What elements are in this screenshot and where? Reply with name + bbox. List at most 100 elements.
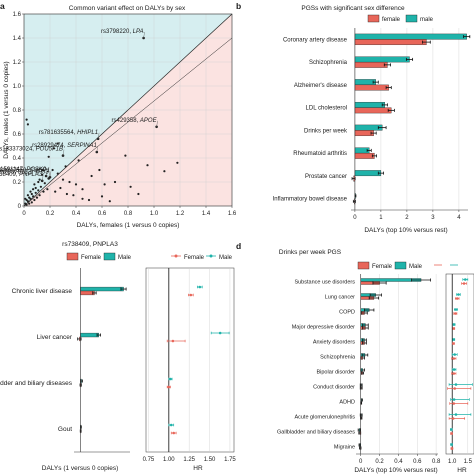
category-label: COPD (339, 310, 355, 316)
category-label: Alzheimer's disease (294, 83, 348, 89)
a-y-tick-label: 0.2 (13, 180, 22, 186)
c-hr-legend-label-male: Male (219, 255, 233, 261)
hr-point-female (452, 342, 455, 345)
variant-label-leader (143, 31, 145, 39)
variant-label-leader (48, 172, 50, 179)
data-point (163, 170, 166, 173)
data-point (30, 192, 33, 196)
c-hr-legend-dot-male (209, 254, 213, 258)
x-tick-label: 0 (353, 215, 357, 221)
x-tick-label: 0.6 (413, 459, 422, 465)
hr-frame (145, 267, 235, 453)
hr-point-male (454, 413, 458, 416)
category-label: Acute glomerulonephritis (294, 415, 355, 421)
a-y-tick-label: 0.6 (13, 132, 22, 138)
data-point (38, 178, 41, 181)
hr-point-male (450, 443, 453, 446)
data-point (81, 197, 84, 200)
hr-point-female (167, 385, 171, 389)
data-point (25, 118, 28, 121)
hr-point-female (453, 387, 457, 390)
bar-male (80, 332, 99, 338)
data-point (29, 190, 32, 193)
data-point (103, 183, 106, 186)
panel-c-hr-forest: 0.75 1.00 1.25 1.50 1.75 (143, 267, 236, 463)
hr-point-male (452, 338, 456, 341)
panel-a-title: Common variant effect on DALYs by sex (69, 5, 186, 12)
hr-point-female (455, 297, 459, 300)
bar-male (354, 101, 385, 108)
data-point (65, 192, 68, 196)
hr-tick-label: 1.50 (204, 457, 216, 463)
variant-label-leader (42, 174, 44, 181)
hr-point-male (169, 377, 172, 381)
a-x-tick-label: 0.8 (124, 211, 133, 217)
x-tick-label: 2 (405, 215, 409, 221)
bar-female (354, 61, 388, 68)
hr-point-female (452, 372, 456, 375)
data-point (108, 200, 111, 203)
panel-letter-d: d (236, 241, 241, 251)
variant-label-leader (97, 132, 100, 139)
data-point (146, 164, 149, 167)
bar-female (354, 152, 375, 159)
data-point (52, 147, 56, 150)
a-y-tick-label: 1.0 (13, 84, 22, 90)
data-point (37, 180, 40, 184)
a-y-tick-label: 1.6 (13, 12, 22, 18)
hr-point-female (450, 447, 454, 450)
bar-male (354, 170, 382, 177)
variant-label: rs738409, PNPLA3 (0, 172, 43, 178)
legend-swatch-female (367, 14, 380, 23)
d-legend-label-female: Female (372, 264, 393, 270)
hr-frame (445, 273, 474, 455)
panel-b-legend: female male (367, 14, 434, 23)
panel-d-grid (360, 274, 437, 454)
c-legend-label-male: Male (118, 255, 132, 261)
panel-d-title: Drinks per week PGS (279, 249, 342, 256)
panel-d-hr-label: HR (457, 467, 467, 474)
hr-point-female (171, 339, 175, 343)
category-label: Inflammatory bowel disease (273, 197, 348, 203)
variant-label: rs78378222, TP53 (0, 169, 49, 175)
x-tick-label: 1 (379, 215, 383, 221)
panel-c-x-label: DALYs (1 versus 0 copies) (42, 465, 118, 472)
hr-tick-label: 1.00 (163, 457, 175, 463)
data-point (64, 165, 67, 168)
c-legend-label-female: Female (81, 255, 102, 261)
x-tick-label: 0.4 (394, 459, 403, 465)
hr-point-male (169, 423, 173, 427)
category-label: Chronic liver disease (12, 288, 73, 295)
panel-d-axis: 0 0.2 0.4 0.6 0.8 (356, 274, 441, 465)
panel-c-title: rs738409, PNPLA3 (62, 241, 118, 248)
c-legend-swatch-male (103, 252, 116, 261)
variant-label: rs3798220, LPA (101, 29, 144, 35)
variant-label-leader (62, 149, 65, 156)
panel-letter-b: b (236, 1, 241, 11)
hr-tick-label: 0.75 (143, 457, 155, 463)
hr-point-male (198, 285, 202, 289)
bar-female (354, 39, 427, 46)
hr-point-male (218, 331, 222, 335)
hr-point-male (457, 293, 460, 296)
hr-point-female (452, 402, 456, 405)
data-point (100, 195, 104, 198)
data-point (25, 203, 28, 206)
hr-tick-label: 1.75 (224, 457, 236, 463)
data-point (72, 194, 75, 197)
hr-tick-label: 1.5 (464, 459, 473, 465)
category-label: Migraine (334, 445, 355, 451)
panel-c-axis (74, 268, 130, 453)
panel-b-bars (351, 33, 471, 205)
data-point (38, 194, 41, 197)
category-label: Major depressive disorder (292, 325, 355, 331)
data-point (28, 196, 31, 199)
panel-c-category-labels: Chronic liver disease Liver cancer Gallbla… (0, 288, 73, 433)
category-label: Conduct disorder (313, 385, 355, 391)
data-point (81, 188, 84, 191)
a-y-tick-label: 1.4 (13, 36, 22, 42)
data-point (129, 185, 132, 188)
hr-point-male (453, 353, 457, 356)
data-point (56, 142, 59, 145)
